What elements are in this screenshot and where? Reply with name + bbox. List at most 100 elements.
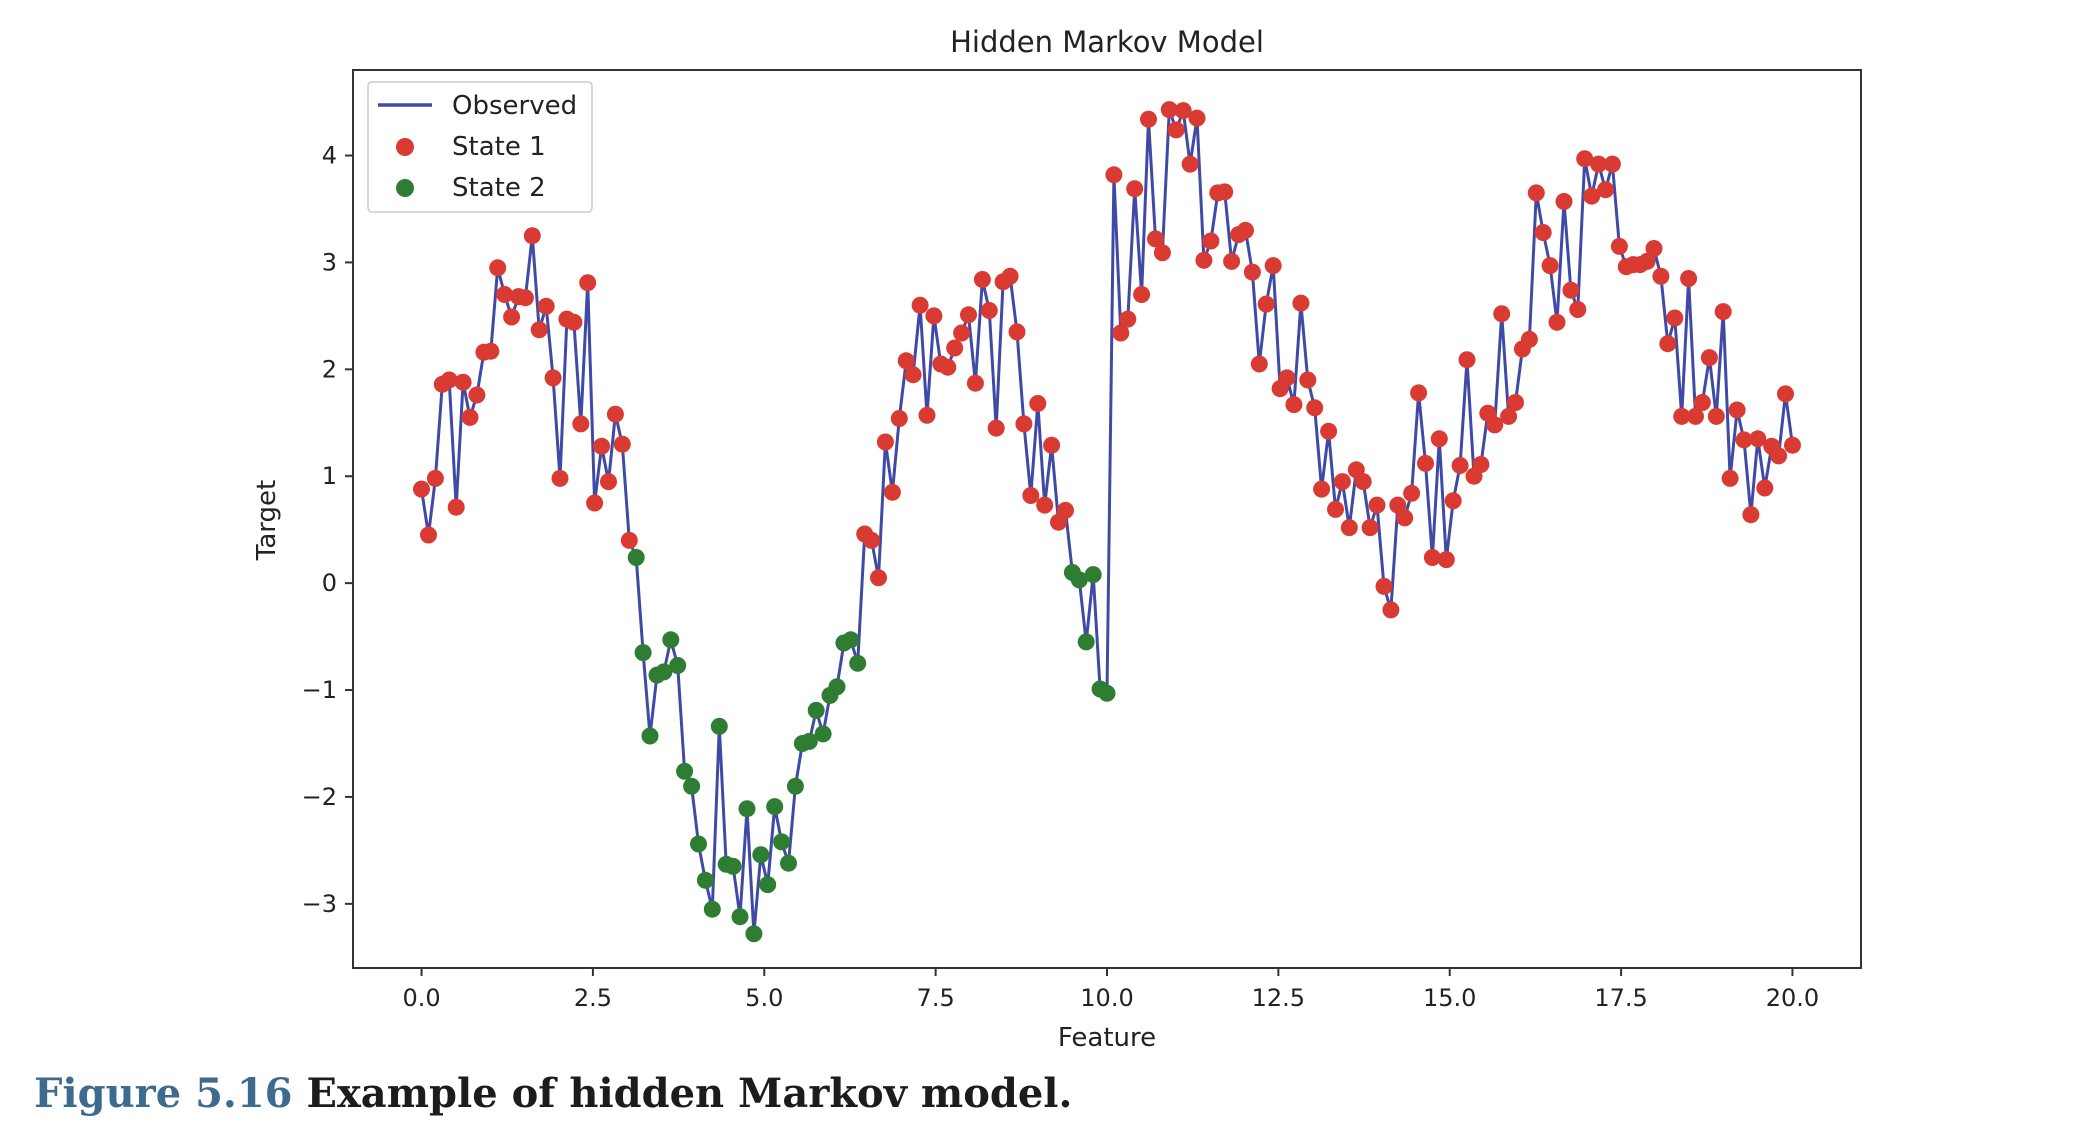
state1-point [1327,500,1344,518]
state1-point [1299,371,1317,389]
state1-point [1562,281,1580,299]
state2-point [634,644,652,662]
state2-point [710,717,728,735]
state2-point [731,908,749,926]
state1-point [1119,310,1137,328]
state1-point [1777,385,1794,403]
state1-point [1583,187,1601,205]
y-tick-label: −1 [302,676,337,704]
state1-point [440,371,458,389]
state1-point [925,307,943,325]
state2-point [641,727,659,745]
state1-point [1756,479,1774,497]
state1-point [1597,181,1614,199]
state1-point [966,374,984,392]
state1-point [939,358,957,376]
state2-point [745,925,763,943]
state1-point [1292,294,1310,312]
state2-point [828,678,846,696]
state2-point [766,798,784,816]
state1-point [593,437,611,455]
state1-point [1223,252,1241,270]
state1-point [503,308,521,326]
state1-point [1728,401,1746,419]
state1-point [911,296,929,314]
state1-point [1250,355,1268,373]
state1-point [1368,496,1386,514]
state1-point [447,498,465,516]
state1-point [1264,257,1282,275]
state1-point [1472,456,1490,473]
x-tick-label: 2.5 [574,984,612,1012]
state1-point [1520,330,1538,348]
state2-point [842,631,860,649]
state1-point [1735,431,1753,449]
state1-point [1417,454,1434,472]
state2-point [655,663,673,681]
state1-point [1527,184,1545,202]
state1-point [1167,121,1185,139]
legend-state2-label: State 2 [452,173,546,203]
state1-point [1133,286,1151,303]
plot-frame [352,69,1862,969]
state1-point [1742,506,1760,524]
state1-point [1693,394,1711,411]
state2-point [1084,566,1102,584]
state1-point [1403,484,1421,502]
state1-point [523,227,541,245]
state1-point [516,289,534,307]
state1-point [1382,601,1400,619]
state2-point [669,657,687,674]
legend-state1-label: State 1 [452,132,546,162]
state1-point [537,297,555,315]
x-tick-label: 17.5 [1594,984,1647,1012]
caption-number: Figure 5.16 [34,1070,293,1117]
state2-point [800,732,818,750]
legend-observed-label: Observed [452,91,577,121]
state1-point [1576,150,1594,168]
state1-point [1659,335,1677,353]
state1-point [1126,180,1144,198]
state1-point [1375,577,1393,595]
state1-point [1396,509,1414,527]
state2-point [780,854,797,872]
state1-point [1423,549,1441,566]
y-tick-label: −3 [302,890,337,918]
y-tick-label: −2 [302,783,337,811]
state1-point [606,405,624,423]
state2-point [738,800,756,818]
x-tick-label: 7.5 [917,984,955,1012]
state1-point [1354,473,1372,491]
state1-point [1361,519,1379,537]
state1-point [1202,232,1220,250]
state1-point [953,324,971,342]
state2-point [1070,571,1088,589]
state1-point [1320,422,1338,440]
state1-point [496,286,514,303]
state1-point [413,480,430,498]
state2-point [773,833,791,851]
state1-point [530,321,548,339]
state1-point [876,433,894,451]
state1-point [1603,155,1621,173]
observed-series-line [420,108,1794,936]
state1-point [1195,251,1213,269]
y-tick-label: 1 [322,462,337,490]
state1-point [1181,155,1199,173]
state1-point [489,259,507,277]
state1-point [1548,313,1566,331]
state2-point [662,631,680,649]
state1-point [1749,430,1767,448]
chart-title: Hidden Markov Model [950,25,1264,59]
state1-point [544,369,562,387]
state1-point [600,473,617,491]
x-tick-label: 20.0 [1766,984,1819,1012]
state1-point [454,373,472,391]
state1-point [1430,430,1448,448]
state1-point [1306,399,1324,417]
state1-point [1493,305,1511,323]
state1-point [1340,519,1358,537]
state1-point [613,435,631,453]
state1-point [980,302,998,319]
state1-point [1541,257,1559,275]
